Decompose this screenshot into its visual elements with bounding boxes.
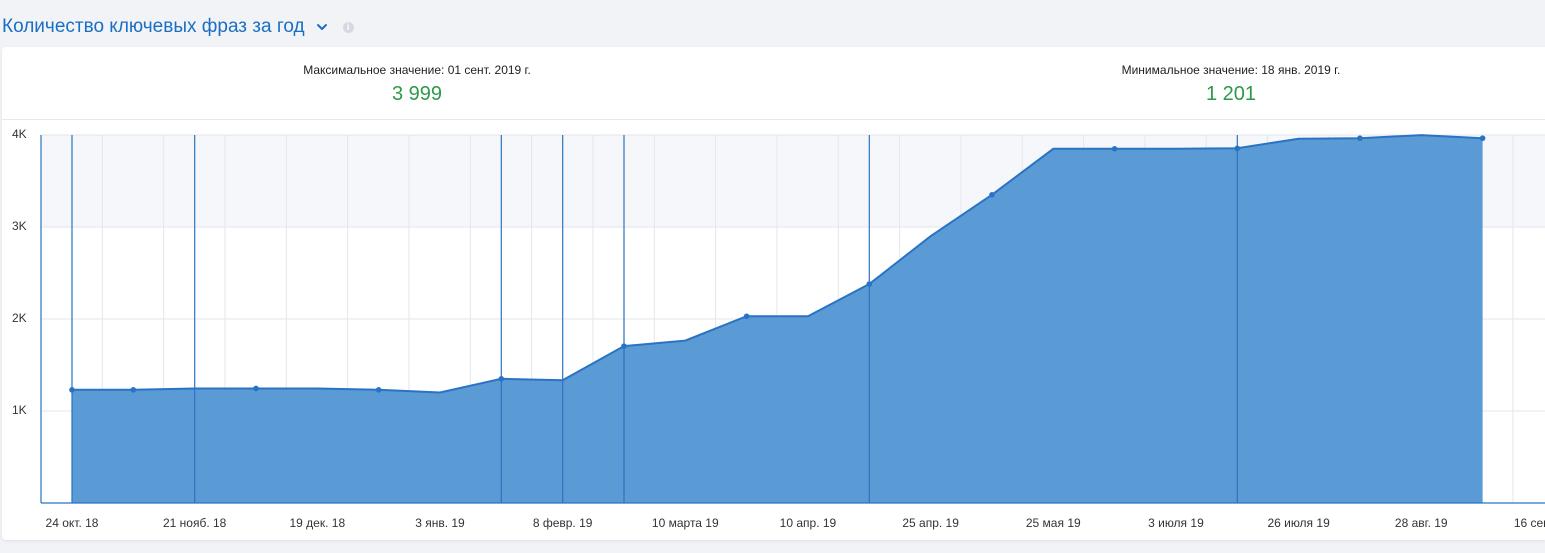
y-tick-label: 1K	[12, 403, 27, 417]
x-tick-label: 3 янв. 19	[415, 516, 465, 530]
series-area	[72, 135, 1483, 503]
y-tick-label: 4K	[12, 127, 27, 141]
x-tick-label: 26 июля 19	[1267, 516, 1330, 530]
data-point	[743, 313, 750, 320]
data-point	[866, 281, 873, 287]
stats-bar: Максимальное значение: 01 сент. 2019 г. …	[2, 47, 1545, 120]
max-stat-value: 3 999	[391, 83, 443, 105]
data-point	[498, 376, 505, 382]
max-stat: Максимальное значение: 01 сент. 2019 г. …	[298, 63, 536, 106]
y-tick-label: 3K	[12, 219, 27, 233]
data-point	[1479, 135, 1486, 142]
chevron-down-icon[interactable]	[315, 20, 329, 34]
x-tick-label: 16 сент. 19	[1514, 516, 1545, 530]
x-tick-label: 8 февр. 19	[533, 516, 593, 530]
x-tick-label: 10 марта 19	[652, 516, 719, 530]
data-point	[1234, 145, 1241, 152]
x-tick-label: 10 апр. 19	[780, 516, 837, 530]
min-stat: Минимальное значение: 18 янв. 2019 г. 1 …	[1106, 63, 1356, 106]
data-point	[1357, 135, 1363, 142]
data-point	[130, 387, 137, 393]
series-line	[72, 134, 1483, 394]
x-tick-label: 25 апр. 19	[902, 516, 959, 530]
max-stat-label: Максимальное значение: 01 сент. 2019 г.	[303, 63, 531, 77]
x-tick-label: 3 июля 19	[1148, 516, 1204, 530]
x-tick-label: 24 окт. 18	[46, 516, 99, 530]
data-point	[1111, 146, 1118, 152]
x-tick-label: 28 авг. 19	[1395, 516, 1448, 530]
data-point	[989, 192, 995, 198]
data-point	[253, 385, 259, 392]
chart-title: Количество ключевых фраз за год	[2, 16, 305, 37]
min-stat-label: Минимальное значение: 18 янв. 2019 г.	[1121, 63, 1341, 77]
info-icon[interactable]: i	[342, 21, 354, 33]
y-tick-label: 2K	[12, 311, 27, 325]
x-tick-label: 19 дек. 18	[290, 516, 346, 530]
x-tick-label: 21 нояб. 18	[163, 516, 227, 530]
data-point	[69, 387, 75, 393]
data-point	[375, 387, 382, 393]
chart-header: Количество ключевых фраз за год i	[2, 14, 354, 40]
data-point	[621, 343, 627, 349]
min-stat-value: 1 201	[1205, 83, 1257, 105]
x-tick-label: 25 мая 19	[1026, 516, 1081, 530]
